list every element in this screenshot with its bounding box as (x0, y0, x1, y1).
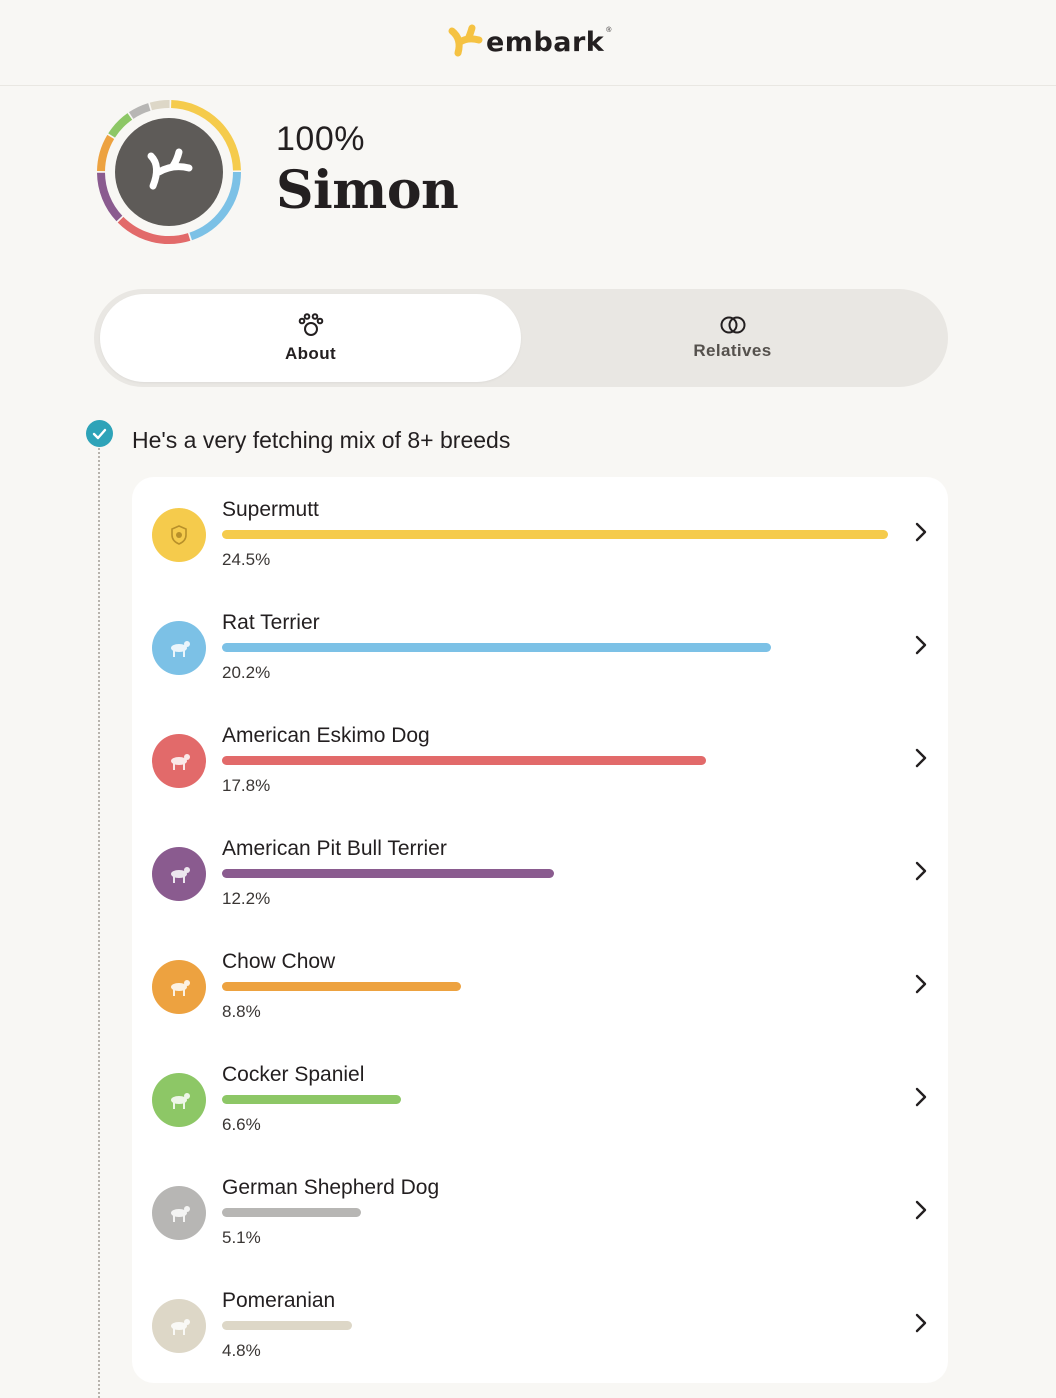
breed-row-pomeranian[interactable]: Pomeranian 4.8% (132, 1268, 948, 1381)
american-eskimo-dog-icon (152, 734, 206, 788)
breed-bar-fill (222, 1208, 361, 1217)
timeline-dotted-line (98, 448, 100, 1398)
breed-percent: 4.8% (222, 1341, 261, 1360)
ring-segment (189, 171, 241, 241)
chevron-right-icon (915, 522, 927, 542)
chevron-right-icon (915, 1200, 927, 1220)
rat-terrier-dog-icon (152, 621, 206, 675)
breed-row-american-eskimo-dog[interactable]: American Eskimo Dog 17.8% (132, 703, 948, 816)
breed-mix-headline: He's a very fetching mix of 8+ breeds (132, 427, 511, 453)
breed-percent: 24.5% (222, 550, 271, 569)
breed-bar-track (222, 756, 888, 765)
logo-registered-mark: ® (606, 26, 612, 34)
breed-name: Cocker Spaniel (222, 1063, 365, 1086)
ring-segment (128, 103, 151, 119)
breed-row-american-pit-bull-terrier[interactable]: American Pit Bull Terrier 12.2% (132, 816, 948, 929)
ring-segment (97, 172, 123, 222)
breed-bar-track (222, 982, 888, 991)
breed-percent: 8.8% (222, 1002, 261, 1021)
breed-name: American Pit Bull Terrier (222, 837, 447, 860)
chevron-right-icon (915, 861, 927, 881)
breed-name: Rat Terrier (222, 611, 320, 634)
rings-icon (720, 316, 745, 334)
breed-bar-fill (222, 1321, 352, 1330)
avatar-circle (115, 118, 223, 226)
breed-bar-track (222, 643, 888, 652)
chow-chow-dog-icon (152, 960, 206, 1014)
tab-about-label: About (284, 344, 337, 363)
breed-name: American Eskimo Dog (222, 724, 430, 747)
logo-text: embark (486, 26, 605, 58)
breed-name: German Shepherd Dog (222, 1176, 440, 1199)
breed-bar-track (222, 530, 888, 539)
breed-name: Chow Chow (222, 950, 336, 973)
breed-row-chow-chow[interactable]: Chow Chow 8.8% (132, 929, 948, 1042)
breed-percent-total: 100% (276, 120, 365, 158)
ring-segment (170, 100, 241, 171)
chevron-right-icon (915, 1087, 927, 1107)
breed-percent: 12.2% (222, 889, 271, 908)
pit-bull-dog-icon (152, 847, 206, 901)
breed-row-german-shepherd-dog[interactable]: German Shepherd Dog 5.1% (132, 1155, 948, 1268)
embark-bone-icon (448, 24, 483, 57)
breed-bar-track (222, 1208, 888, 1217)
breed-bar-fill (222, 982, 461, 991)
chevron-right-icon (915, 748, 927, 768)
embark-avatar-icon (147, 148, 193, 190)
tab-relatives[interactable]: Relatives (522, 294, 943, 382)
breed-percent: 5.1% (222, 1228, 261, 1247)
tab-bar: About Relatives (94, 289, 948, 387)
breed-bar-fill (222, 1095, 401, 1104)
ring-segment (149, 100, 170, 111)
paw-icon (298, 313, 323, 336)
breed-row-cocker-spaniel[interactable]: Cocker Spaniel 6.6% (132, 1042, 948, 1155)
breed-bar-fill (222, 530, 888, 539)
breed-bar-fill (222, 869, 554, 878)
chevron-right-icon (915, 635, 927, 655)
supermutt-badge-icon (152, 508, 206, 562)
breed-row-supermutt[interactable]: Supermutt 24.5% (132, 477, 948, 590)
tab-relatives-label: Relatives (693, 341, 772, 360)
embark-logo[interactable]: embark ® (446, 22, 611, 62)
breed-percent: 17.8% (222, 776, 271, 795)
breed-bar-track (222, 1321, 888, 1330)
chevron-right-icon (915, 1313, 927, 1333)
chevron-right-icon (915, 974, 927, 994)
pomeranian-dog-icon (152, 1299, 206, 1353)
breed-ring-chart (97, 100, 241, 244)
breed-bar-fill (222, 756, 706, 765)
breed-bar-track (222, 1095, 888, 1104)
breed-name: Pomeranian (222, 1289, 336, 1312)
breed-percent: 20.2% (222, 663, 271, 682)
cocker-spaniel-dog-icon (152, 1073, 206, 1127)
ring-segment (97, 134, 115, 172)
tab-about[interactable]: About (100, 294, 521, 382)
breed-bar-track (222, 869, 888, 878)
breed-list-card: Supermutt 24.5% Rat Terrier 20.2% American E… (132, 477, 948, 1383)
ring-segment (108, 113, 133, 138)
breed-percent: 6.6% (222, 1115, 261, 1134)
check-circle-icon (86, 420, 113, 447)
ring-segment (117, 216, 191, 244)
breed-name: Supermutt (222, 498, 319, 521)
breed-bar-fill (222, 643, 771, 652)
german-shepherd-dog-icon (152, 1186, 206, 1240)
breed-row-rat-terrier[interactable]: Rat Terrier 20.2% (132, 590, 948, 703)
top-bar: embark ® (0, 0, 1056, 86)
dog-name: Simon (276, 160, 459, 221)
